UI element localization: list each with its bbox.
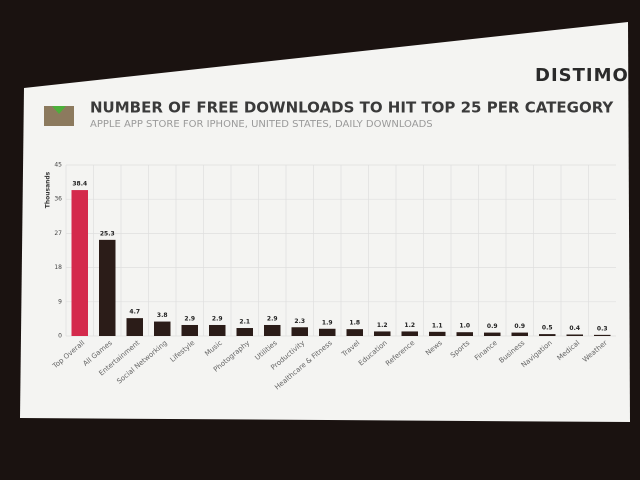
bar — [484, 332, 501, 336]
bar — [539, 334, 556, 336]
bar — [594, 334, 611, 336]
y-tick-label: 9 — [58, 298, 62, 305]
logo-box — [44, 106, 74, 126]
value-label: 1.9 — [322, 319, 333, 326]
bar — [209, 324, 226, 336]
bar — [511, 332, 528, 336]
bar — [346, 329, 363, 336]
value-label: 25.3 — [100, 230, 115, 237]
value-label: 1.0 — [459, 323, 470, 330]
bar — [99, 239, 116, 336]
bar — [181, 324, 198, 336]
y-tick-label: 27 — [54, 230, 62, 237]
y-tick-label: 45 — [54, 162, 62, 169]
value-label: 1.8 — [349, 320, 360, 327]
y-axis-label: Thousands — [45, 171, 52, 208]
value-label: 0.4 — [569, 325, 580, 332]
value-label: 1.2 — [404, 322, 415, 329]
value-label: 2.9 — [184, 315, 195, 322]
bar — [374, 331, 391, 336]
value-label: 2.1 — [239, 319, 250, 326]
logo-arrow — [52, 106, 66, 114]
y-tick-label: 18 — [54, 264, 62, 271]
value-label: 1.2 — [377, 322, 388, 329]
bar — [264, 324, 281, 336]
y-tick-label: 36 — [54, 196, 62, 203]
value-label: 2.9 — [267, 315, 278, 322]
value-label: 0.5 — [542, 325, 553, 332]
bar — [291, 327, 308, 336]
brand: DISTIMO — [535, 65, 629, 86]
y-tick-label: 0 — [58, 333, 62, 340]
bar — [401, 331, 418, 336]
slide — [20, 22, 630, 422]
bar — [154, 321, 171, 336]
bar — [429, 331, 446, 336]
chart-title: NUMBER OF FREE DOWNLOADS TO HIT TOP 25 P… — [90, 99, 614, 117]
value-label: 0.9 — [487, 323, 498, 330]
value-label: 1.1 — [432, 322, 443, 329]
bar — [319, 328, 336, 336]
value-label: 38.4 — [72, 181, 87, 188]
value-label: 2.3 — [294, 318, 305, 325]
value-label: 4.7 — [129, 309, 140, 316]
value-label: 2.9 — [212, 315, 223, 322]
value-label: 3.8 — [157, 312, 168, 319]
bar — [456, 332, 473, 336]
bar — [236, 328, 253, 336]
chart-subtitle: APPLE APP STORE FOR IPHONE, UNITED STATE… — [90, 119, 433, 130]
bar — [566, 334, 583, 336]
value-label: 0.3 — [597, 325, 608, 332]
bar — [126, 318, 143, 336]
bar — [71, 190, 88, 336]
value-label: 0.9 — [514, 323, 525, 330]
